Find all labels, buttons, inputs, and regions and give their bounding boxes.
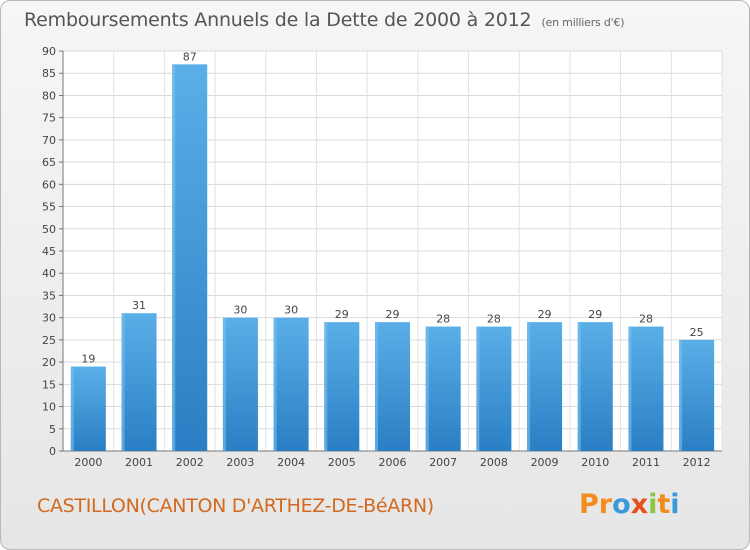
bar-highlight — [628, 326, 632, 451]
bar-highlight — [375, 322, 378, 451]
logo-letter: r — [598, 489, 613, 520]
data-label-2011: 28 — [639, 313, 653, 326]
y-tick-label: 55 — [42, 201, 56, 214]
data-label-2010: 29 — [588, 308, 602, 321]
bar-2012 — [679, 339, 715, 451]
data-label-2004: 30 — [284, 304, 298, 317]
y-tick-label: 90 — [42, 45, 56, 58]
x-tick-label-2010: 2010 — [581, 456, 609, 469]
logo-letter: P — [579, 489, 599, 520]
bar-2002 — [172, 64, 208, 452]
x-tick-label-2007: 2007 — [429, 456, 457, 469]
bar-2010 — [577, 322, 613, 451]
bar-2007 — [425, 326, 461, 451]
bar-highlight — [222, 317, 226, 451]
data-label-2002: 87 — [183, 50, 197, 63]
x-tick-label-2000: 2000 — [74, 456, 102, 469]
x-tick-label-2011: 2011 — [632, 456, 660, 469]
bar-highlight — [324, 322, 328, 451]
bar-2003 — [222, 317, 258, 451]
y-tick-label: 30 — [42, 312, 56, 325]
bar-highlight — [577, 322, 581, 451]
data-label-2012: 25 — [690, 326, 704, 339]
bar-2001 — [121, 313, 157, 451]
logo-letter: t — [657, 489, 671, 520]
bar-2008 — [476, 326, 512, 451]
y-tick-label: 25 — [42, 334, 56, 347]
y-tick-label: 20 — [42, 356, 56, 369]
x-tick-label-2005: 2005 — [328, 456, 356, 469]
bar-highlight — [70, 366, 74, 451]
x-tick-label-2009: 2009 — [531, 456, 559, 469]
logo-letter: x — [630, 489, 649, 520]
y-tick-label: 35 — [42, 289, 56, 302]
bar-highlight — [476, 326, 480, 451]
x-tick-label-2002: 2002 — [176, 456, 204, 469]
y-tick-label: 15 — [42, 378, 56, 391]
y-tick-label: 10 — [42, 401, 56, 414]
y-tick-label: 70 — [42, 134, 56, 147]
bar-highlight — [273, 317, 277, 451]
proxiti-logo: Proxiti — [579, 489, 680, 520]
y-tick-label: 40 — [42, 267, 56, 280]
bar-highlight — [679, 339, 683, 451]
data-label-2005: 29 — [335, 308, 349, 321]
chart-unit: (en milliers d'€) — [541, 16, 625, 29]
data-label-2001: 31 — [132, 299, 146, 312]
data-label-2003: 30 — [233, 304, 247, 317]
data-label-2008: 28 — [487, 313, 501, 326]
x-tick-label-2008: 2008 — [480, 456, 508, 469]
bar-2011 — [628, 326, 664, 451]
y-tick-label: 60 — [42, 178, 56, 191]
y-tick-label: 65 — [42, 156, 56, 169]
bar-highlight — [172, 64, 176, 452]
logo-letter: i — [670, 489, 680, 520]
y-tick-label: 50 — [42, 223, 56, 236]
x-tick-label-2001: 2001 — [125, 456, 153, 469]
labels: 0 5 10 15 20 25 30 35 40 45 50 55 60 65 70 75 80 85 90 19 20… — [42, 45, 711, 469]
bar-2000 — [70, 366, 106, 451]
bar-highlight — [121, 313, 125, 451]
logo-letter: o — [612, 489, 631, 520]
y-tick-label: 80 — [42, 89, 56, 102]
bar-2004 — [273, 317, 309, 451]
x-tick-label-2004: 2004 — [277, 456, 305, 469]
bar-2005 — [324, 322, 360, 451]
y-tick-label: 85 — [42, 67, 56, 80]
location-label: CASTILLON(CANTON D'ARTHEZ-DE-BéARN) — [37, 495, 434, 517]
bars — [70, 64, 715, 452]
x-tick-label-2006: 2006 — [379, 456, 407, 469]
data-label-2007: 28 — [436, 313, 450, 326]
data-label-2009: 29 — [538, 308, 552, 321]
data-label-2006: 29 — [386, 308, 400, 321]
bar-2006 — [375, 322, 410, 451]
chart-title-text: Remboursements Annuels de la Dette de 20… — [24, 9, 532, 31]
chart-title: Remboursements Annuels de la Dette de 20… — [24, 9, 625, 31]
x-tick-label-2012: 2012 — [683, 456, 711, 469]
y-tick-label: 5 — [49, 423, 56, 436]
bar-highlight — [425, 326, 429, 451]
bar-2009 — [527, 322, 563, 451]
logo-letter: i — [648, 489, 658, 520]
y-tick-label: 45 — [42, 245, 56, 258]
x-tick-label-2003: 2003 — [226, 456, 254, 469]
y-tick-label: 0 — [49, 445, 56, 458]
bar-highlight — [527, 322, 531, 451]
y-tick-label: 75 — [42, 112, 56, 125]
data-label-2000: 19 — [81, 353, 95, 366]
